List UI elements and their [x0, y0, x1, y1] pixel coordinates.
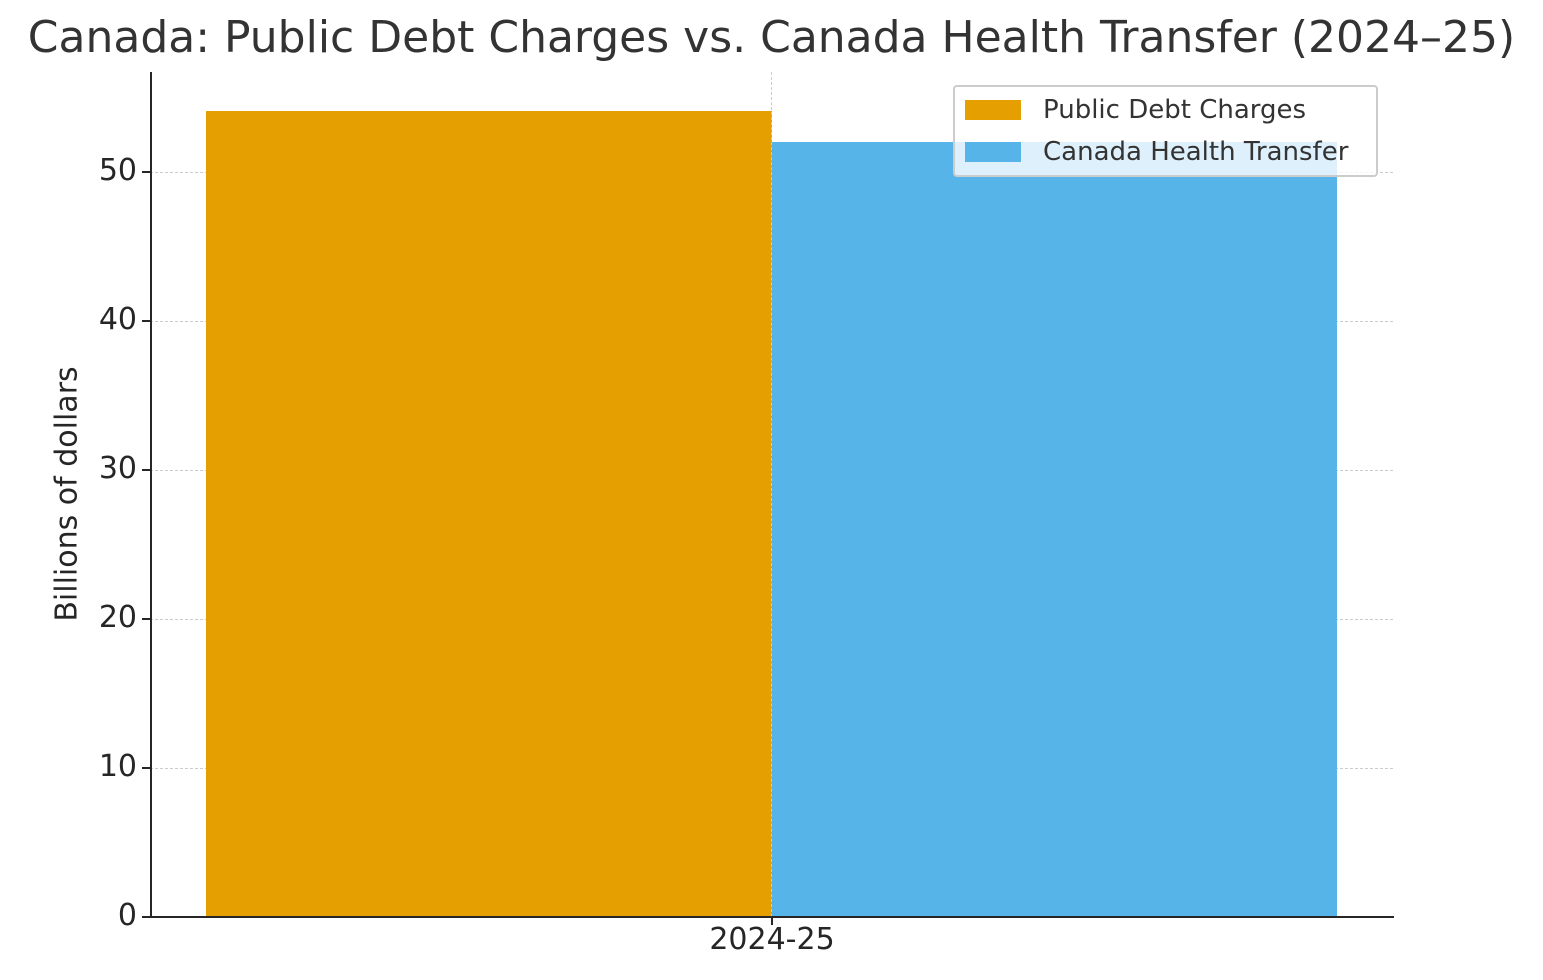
ytick-label: 0	[117, 898, 137, 933]
plot-area	[150, 72, 1393, 918]
ytick-mark	[142, 618, 150, 620]
ytick-label: 40	[98, 302, 137, 337]
ytick-label: 30	[98, 451, 137, 486]
legend-swatch-orange	[965, 100, 1021, 120]
ytick-mark	[142, 469, 150, 471]
ytick-mark	[142, 320, 150, 322]
ytick-label: 20	[98, 600, 137, 635]
xtick-label: 2024-25	[709, 922, 835, 957]
legend-label: Canada Health Transfer	[1043, 137, 1349, 167]
legend-swatch-blue	[965, 142, 1021, 162]
ytick-label: 50	[98, 153, 137, 188]
legend-item-canada-health-transfer: Canada Health Transfer	[965, 137, 1348, 167]
legend-item-public-debt-charges: Public Debt Charges	[965, 95, 1306, 125]
bar-public-debt-charges	[206, 110, 772, 917]
ytick-mark	[142, 767, 150, 769]
chart-title: Canada: Public Debt Charges vs. Canada H…	[27, 12, 1516, 63]
legend-label: Public Debt Charges	[1043, 95, 1307, 125]
xtick-mark	[771, 917, 773, 925]
x-gridline	[771, 72, 772, 917]
ytick-mark	[142, 171, 150, 173]
y-axis	[150, 72, 152, 918]
bar-canada-health-transfer	[772, 142, 1337, 917]
ytick-label: 10	[98, 749, 137, 784]
y-axis-label: Billions of dollars	[49, 366, 85, 622]
ytick-mark	[142, 916, 150, 918]
legend: Public Debt Charges Canada Health Transf…	[953, 85, 1378, 177]
